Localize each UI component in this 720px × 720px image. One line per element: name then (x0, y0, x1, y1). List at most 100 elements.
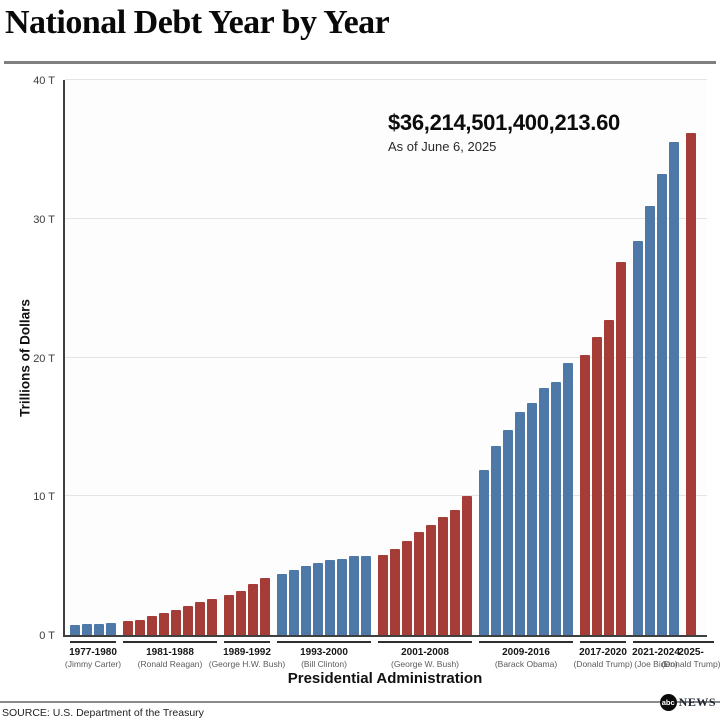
debt-bar (159, 612, 169, 635)
debt-total-date: As of June 6, 2025 (388, 139, 497, 154)
debt-bar (592, 336, 602, 635)
group-label-2017-2020: 2017-2020 (Donald Trump) (573, 641, 633, 669)
group-bracket (123, 641, 217, 643)
gridline (65, 79, 707, 80)
group-years-label: 2017-2020 (579, 647, 627, 658)
y-tick-label: 20 T (33, 352, 55, 365)
debt-bar (563, 363, 573, 635)
abc-news-wordmark: NEWS (678, 695, 716, 709)
debt-bar (669, 142, 679, 635)
bar-group-2001-2008 (378, 496, 472, 635)
debt-bar (645, 206, 655, 635)
debt-bar (503, 429, 513, 635)
group-president-label: (Jimmy Carter) (64, 659, 122, 669)
gridline (65, 495, 707, 497)
group-president-label: (Donald Trump) (661, 659, 720, 669)
debt-bar (426, 525, 436, 635)
y-tick-label: 40 T (33, 75, 55, 87)
group-years-label: 2021-2024 (632, 647, 680, 658)
debt-bar (450, 510, 460, 635)
group-years-label: 2001-2008 (401, 647, 449, 658)
group-bracket (378, 641, 472, 643)
debt-bar (402, 540, 412, 635)
gridline (65, 217, 707, 219)
group-label-1977-1980: 1977-1980 (Jimmy Carter) (65, 641, 121, 669)
title-divider (4, 61, 716, 64)
gridline (65, 356, 707, 358)
group-president-label: (George H.W. Bush) (208, 659, 286, 669)
debt-bar (236, 590, 246, 635)
debt-bar (539, 388, 549, 635)
debt-bar (616, 261, 626, 635)
debt-bar (438, 517, 448, 635)
group-years-label: 2009-2016 (502, 647, 550, 658)
bar-group-1989-1992 (224, 578, 270, 635)
footer-divider (0, 701, 720, 703)
debt-bar (289, 569, 299, 635)
x-axis-title: Presidential Administration (287, 670, 483, 687)
debt-bar (361, 555, 371, 635)
debt-bar (207, 598, 217, 635)
group-years-label: 1981-1988 (146, 647, 194, 658)
group-president-label: (Ronald Reagan) (137, 659, 203, 669)
bar-group-2009-2016 (479, 363, 573, 635)
debt-bar (349, 555, 359, 635)
group-label-2025-: 2025- (Donald Trump) (661, 641, 720, 669)
y-tick-label: 10 T (33, 491, 55, 504)
plot-area: 1977-1980 (Jimmy Carter) 1981-1988 (Ronald … (63, 79, 720, 669)
debt-bar (479, 469, 489, 635)
group-president-label: (Donald Trump) (573, 659, 633, 669)
debt-bar (633, 240, 643, 635)
group-years-label: 2025- (678, 647, 704, 658)
debt-bar (171, 610, 181, 635)
debt-bar (82, 623, 92, 635)
y-tick-label: 30 T (33, 213, 55, 226)
bar-group-2025- (686, 132, 696, 635)
debt-bar (123, 621, 133, 635)
group-president-label: (Bill Clinton) (301, 659, 347, 669)
debt-bar (195, 601, 205, 635)
debt-bar (491, 446, 501, 635)
abc-logo-icon: abc (659, 694, 677, 711)
debt-bar (147, 615, 157, 635)
debt-bar (70, 625, 80, 635)
bar-group-1993-2000 (277, 555, 371, 635)
group-bracket (224, 641, 270, 643)
group-label-1989-1992: 1989-1992 (George H.W. Bush) (209, 641, 285, 669)
debt-bar (313, 562, 323, 635)
debt-total-annotation: $36,214,501,400,213.60 As of June 6, 202… (388, 110, 620, 154)
group-bracket (479, 641, 573, 643)
debt-bar (224, 594, 234, 635)
debt-bar (248, 583, 258, 635)
group-bracket (633, 641, 679, 643)
group-label-1981-1988: 1981-1988 (Ronald Reagan) (123, 641, 217, 669)
bar-group-1981-1988 (123, 598, 217, 635)
group-president-label: (Joe Biden) (634, 659, 678, 669)
debt-bar (325, 560, 335, 635)
group-bracket (277, 641, 371, 643)
debt-bar (390, 548, 400, 635)
group-label-2021-2024: 2021-2024 (Joe Biden) (632, 641, 680, 669)
bars-row (70, 80, 696, 635)
debt-bar (337, 558, 347, 635)
debt-bar (551, 382, 561, 635)
group-bracket (580, 641, 626, 643)
group-years-label: 1989-1992 (223, 647, 271, 658)
group-label-1993-2000: 1993-2000 (Bill Clinton) (277, 641, 371, 669)
debt-bar (527, 403, 537, 635)
group-years-label: 1993-2000 (300, 647, 348, 658)
debt-bar (580, 354, 590, 635)
debt-bar (260, 578, 270, 635)
debt-bar (106, 622, 116, 635)
bar-group-2017-2020 (580, 261, 626, 635)
group-label-2009-2016: 2009-2016 (Barack Obama) (479, 641, 573, 669)
group-bracket (668, 641, 714, 643)
bar-group-1977-1980 (70, 622, 116, 635)
group-bracket (70, 641, 116, 643)
group-label-2001-2008: 2001-2008 (George W. Bush) (378, 641, 472, 669)
debt-bar (378, 554, 388, 635)
debt-total-value: $36,214,501,400,213.60 (388, 110, 620, 135)
y-tick-label: 0 T (39, 630, 55, 642)
debt-bar (462, 496, 472, 635)
